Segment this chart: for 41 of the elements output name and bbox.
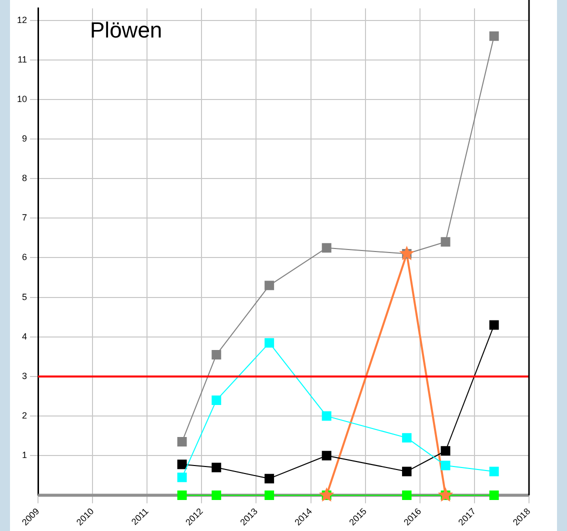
chart-title: Plöwen xyxy=(90,17,162,42)
point xyxy=(212,350,222,360)
point xyxy=(489,490,499,500)
point xyxy=(402,490,412,500)
y-tick-label: 4 xyxy=(22,331,28,342)
point xyxy=(438,487,454,502)
point xyxy=(440,237,450,247)
y-tick-label: 11 xyxy=(18,54,28,64)
y-tick-label: 7 xyxy=(22,212,28,223)
point xyxy=(489,320,499,330)
point xyxy=(322,450,332,460)
y-tick-label: 8 xyxy=(22,173,28,184)
point xyxy=(318,487,334,502)
point xyxy=(177,490,187,500)
point xyxy=(322,411,332,421)
point xyxy=(440,446,450,456)
point xyxy=(399,246,414,260)
y-tick-label: 1 xyxy=(22,450,28,460)
point xyxy=(212,462,222,472)
y-tick-label: 10 xyxy=(16,94,28,104)
point xyxy=(489,466,499,476)
y-tick-label: 9 xyxy=(22,133,28,144)
y-tick-label: 12 xyxy=(16,14,28,25)
y-tick-label: 2 xyxy=(22,410,28,421)
point xyxy=(402,466,412,476)
point xyxy=(264,280,274,290)
point xyxy=(177,472,187,482)
point xyxy=(264,474,274,484)
point xyxy=(264,338,274,348)
point xyxy=(212,490,222,500)
y-tick-label: 3 xyxy=(22,370,28,381)
point xyxy=(177,460,187,470)
point xyxy=(177,437,187,447)
point xyxy=(440,460,450,470)
y-tick-label: 6 xyxy=(22,252,28,262)
point xyxy=(264,490,274,500)
point xyxy=(489,31,499,41)
point xyxy=(402,433,412,443)
point xyxy=(212,395,222,405)
point xyxy=(322,243,332,253)
y-tick-label: 5 xyxy=(22,292,28,302)
